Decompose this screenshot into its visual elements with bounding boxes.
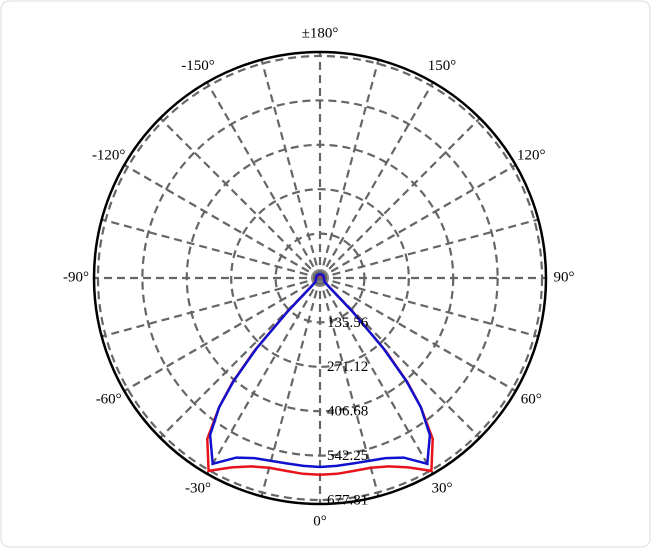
outer-circle <box>92 50 548 506</box>
intensity-curve <box>208 272 432 469</box>
grid-spoke <box>206 81 321 279</box>
grid-spoke <box>123 164 321 279</box>
angle-tick-label: 30° <box>432 481 453 497</box>
minor-spoke <box>319 117 481 279</box>
angle-tick-label: 120° <box>517 147 546 163</box>
angle-tick-label: -120° <box>92 147 126 163</box>
angle-tick-label: -150° <box>181 58 215 74</box>
angle-tick-label: 90° <box>554 269 575 285</box>
angle-tick-label: ±180° <box>302 25 339 41</box>
minor-spoke <box>260 59 322 279</box>
r-tick-label: 406.68 <box>327 404 368 420</box>
angle-tick-label: 0° <box>313 513 327 529</box>
grid-spoke <box>319 277 434 475</box>
minor-spoke <box>319 276 539 338</box>
r-tick-label: 135.56 <box>327 315 369 331</box>
minor-spoke <box>319 218 539 280</box>
minor-spoke <box>159 277 321 439</box>
grid-spoke <box>123 277 321 392</box>
grid-ring <box>141 99 499 457</box>
minor-spoke <box>101 218 321 280</box>
angle-tick-label: -60° <box>96 391 122 407</box>
grid-spoke <box>319 81 434 279</box>
angle-tick-label: 60° <box>521 391 542 407</box>
grid-spoke <box>206 277 321 475</box>
center-ring <box>311 269 329 287</box>
minor-spoke <box>159 117 321 279</box>
angle-tick-label: -30° <box>185 481 211 497</box>
minor-spoke <box>319 277 481 439</box>
angle-tick-label: -90° <box>63 269 89 285</box>
angle-tick-label: 150° <box>428 58 457 74</box>
r-tick-label: 677.81 <box>327 492 368 508</box>
minor-spoke <box>101 276 321 338</box>
r-tick-label: 271.12 <box>327 359 368 375</box>
r-tick-label: 542.25 <box>327 448 368 464</box>
minor-spoke <box>318 59 380 279</box>
grid-ring <box>230 188 410 368</box>
grid-spoke <box>319 277 517 392</box>
grid-spoke <box>319 164 517 279</box>
